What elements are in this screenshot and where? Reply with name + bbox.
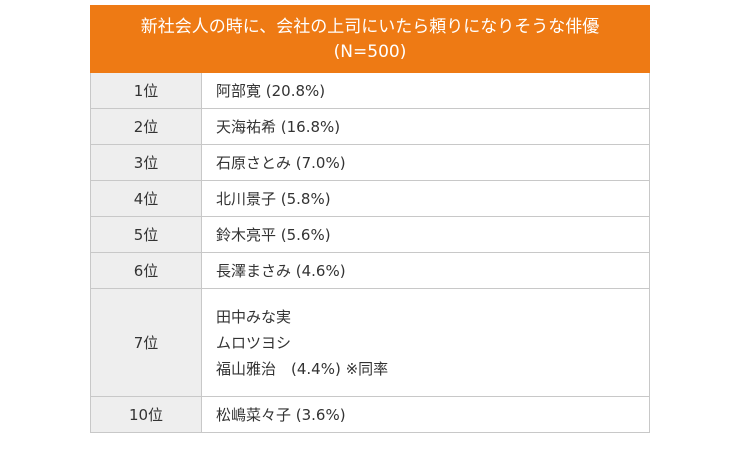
table-header: 新社会人の時に、会社の上司にいたら頼りになりそうな俳優 (N=500)	[90, 5, 650, 73]
rank-cell: 10位	[91, 397, 202, 432]
rank-cell: 1位	[91, 73, 202, 108]
table-row: 3位 石原さとみ (7.0%)	[90, 145, 650, 181]
actor-name: 福山雅治 (4.4%) ※同率	[216, 359, 389, 378]
name-cell: 鈴木亮平 (5.6%)	[202, 217, 649, 252]
name-cell: 北川景子 (5.8%)	[202, 181, 649, 216]
name-cell: 田中みな実 ムロツヨシ 福山雅治 (4.4%) ※同率	[202, 289, 649, 396]
actor-name: 長澤まさみ (4.6%)	[216, 261, 346, 280]
rank-cell: 2位	[91, 109, 202, 144]
rank-cell: 5位	[91, 217, 202, 252]
table-row: 2位 天海祐希 (16.8%)	[90, 109, 650, 145]
name-cell: 松嶋菜々子 (3.6%)	[202, 397, 649, 432]
actor-name: 松嶋菜々子 (3.6%)	[216, 405, 346, 424]
name-cell: 阿部寛 (20.8%)	[202, 73, 649, 108]
actor-name: 天海祐希 (16.8%)	[216, 117, 341, 136]
name-cell: 天海祐希 (16.8%)	[202, 109, 649, 144]
actor-name: ムロツヨシ	[216, 333, 292, 352]
table-row: 4位 北川景子 (5.8%)	[90, 181, 650, 217]
rank-cell: 7位	[91, 289, 202, 396]
rank-cell: 6位	[91, 253, 202, 288]
actor-name: 阿部寛 (20.8%)	[216, 81, 326, 100]
table-row: 5位 鈴木亮平 (5.6%)	[90, 217, 650, 253]
table-row: 6位 長澤まさみ (4.6%)	[90, 253, 650, 289]
header-sample-size: (N=500)	[333, 42, 407, 62]
header-title: 新社会人の時に、会社の上司にいたら頼りになりそうな俳優	[140, 17, 600, 37]
table-row: 7位 田中みな実 ムロツヨシ 福山雅治 (4.4%) ※同率	[90, 289, 650, 397]
rank-cell: 3位	[91, 145, 202, 180]
table-row: 10位 松嶋菜々子 (3.6%)	[90, 397, 650, 433]
rank-cell: 4位	[91, 181, 202, 216]
actor-name: 鈴木亮平 (5.6%)	[216, 225, 331, 244]
actor-name: 北川景子 (5.8%)	[216, 189, 331, 208]
actor-name: 石原さとみ (7.0%)	[216, 153, 346, 172]
actor-name: 田中みな実	[216, 307, 292, 326]
name-cell: 石原さとみ (7.0%)	[202, 145, 649, 180]
table-row: 1位 阿部寛 (20.8%)	[90, 73, 650, 109]
ranking-table: 新社会人の時に、会社の上司にいたら頼りになりそうな俳優 (N=500) 1位 阿…	[90, 5, 650, 433]
name-cell: 長澤まさみ (4.6%)	[202, 253, 649, 288]
